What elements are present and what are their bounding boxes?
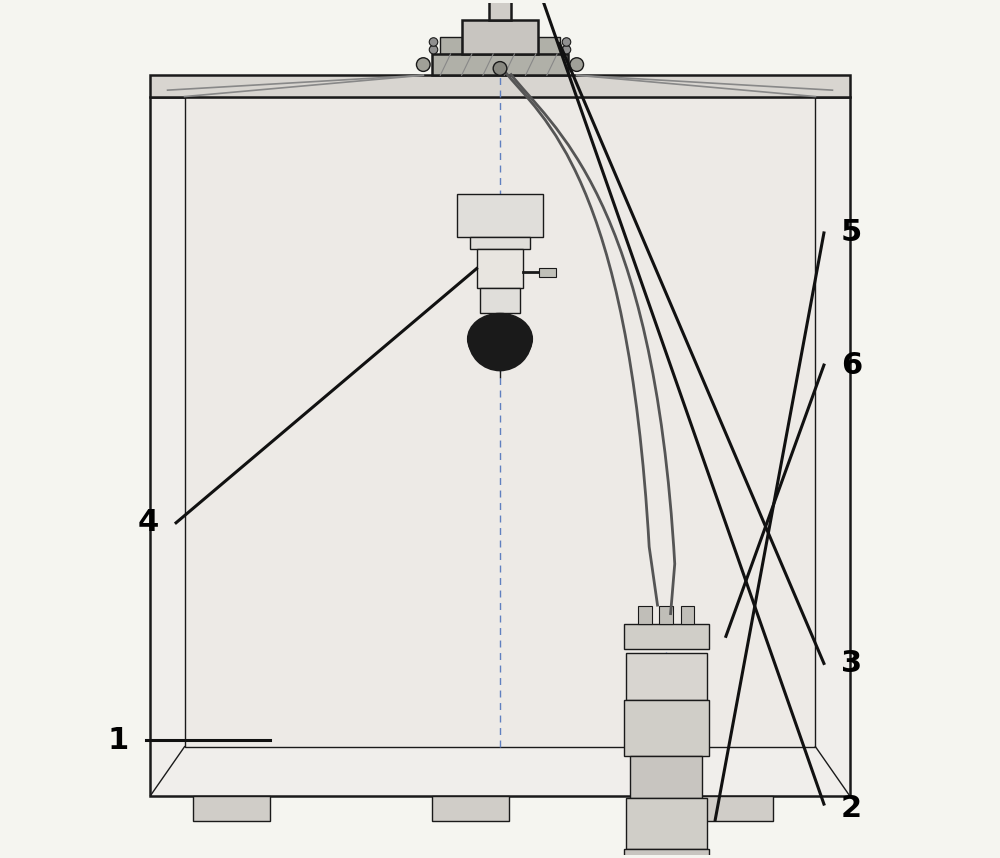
- Bar: [659, 607, 673, 624]
- Bar: [150, 97, 850, 795]
- Circle shape: [429, 38, 438, 46]
- Bar: [626, 798, 707, 849]
- Text: 5: 5: [841, 219, 862, 247]
- Bar: [193, 795, 270, 821]
- Wedge shape: [468, 339, 532, 372]
- Bar: [626, 654, 707, 700]
- Bar: [480, 287, 520, 313]
- Text: 1: 1: [108, 726, 129, 755]
- Text: 2: 2: [841, 794, 862, 823]
- Ellipse shape: [468, 313, 532, 365]
- Bar: [538, 37, 560, 54]
- Bar: [477, 250, 523, 287]
- Bar: [624, 624, 709, 650]
- Bar: [624, 849, 709, 858]
- Bar: [696, 795, 773, 821]
- Bar: [539, 269, 556, 277]
- Circle shape: [429, 45, 438, 54]
- Bar: [630, 756, 702, 798]
- Text: 3: 3: [841, 649, 862, 678]
- Bar: [457, 194, 543, 237]
- Bar: [462, 20, 538, 54]
- Circle shape: [562, 45, 571, 54]
- Bar: [432, 54, 568, 76]
- Text: 6: 6: [841, 351, 862, 379]
- Bar: [681, 607, 694, 624]
- Circle shape: [416, 57, 430, 71]
- Bar: [489, 0, 511, 20]
- Circle shape: [562, 38, 571, 46]
- Bar: [624, 700, 709, 756]
- Circle shape: [493, 62, 507, 76]
- Text: 4: 4: [138, 508, 159, 537]
- Bar: [432, 795, 509, 821]
- Circle shape: [570, 57, 584, 71]
- Bar: [638, 607, 652, 624]
- Bar: [185, 97, 815, 746]
- Bar: [440, 37, 462, 54]
- Bar: [150, 76, 850, 97]
- Bar: [470, 237, 530, 250]
